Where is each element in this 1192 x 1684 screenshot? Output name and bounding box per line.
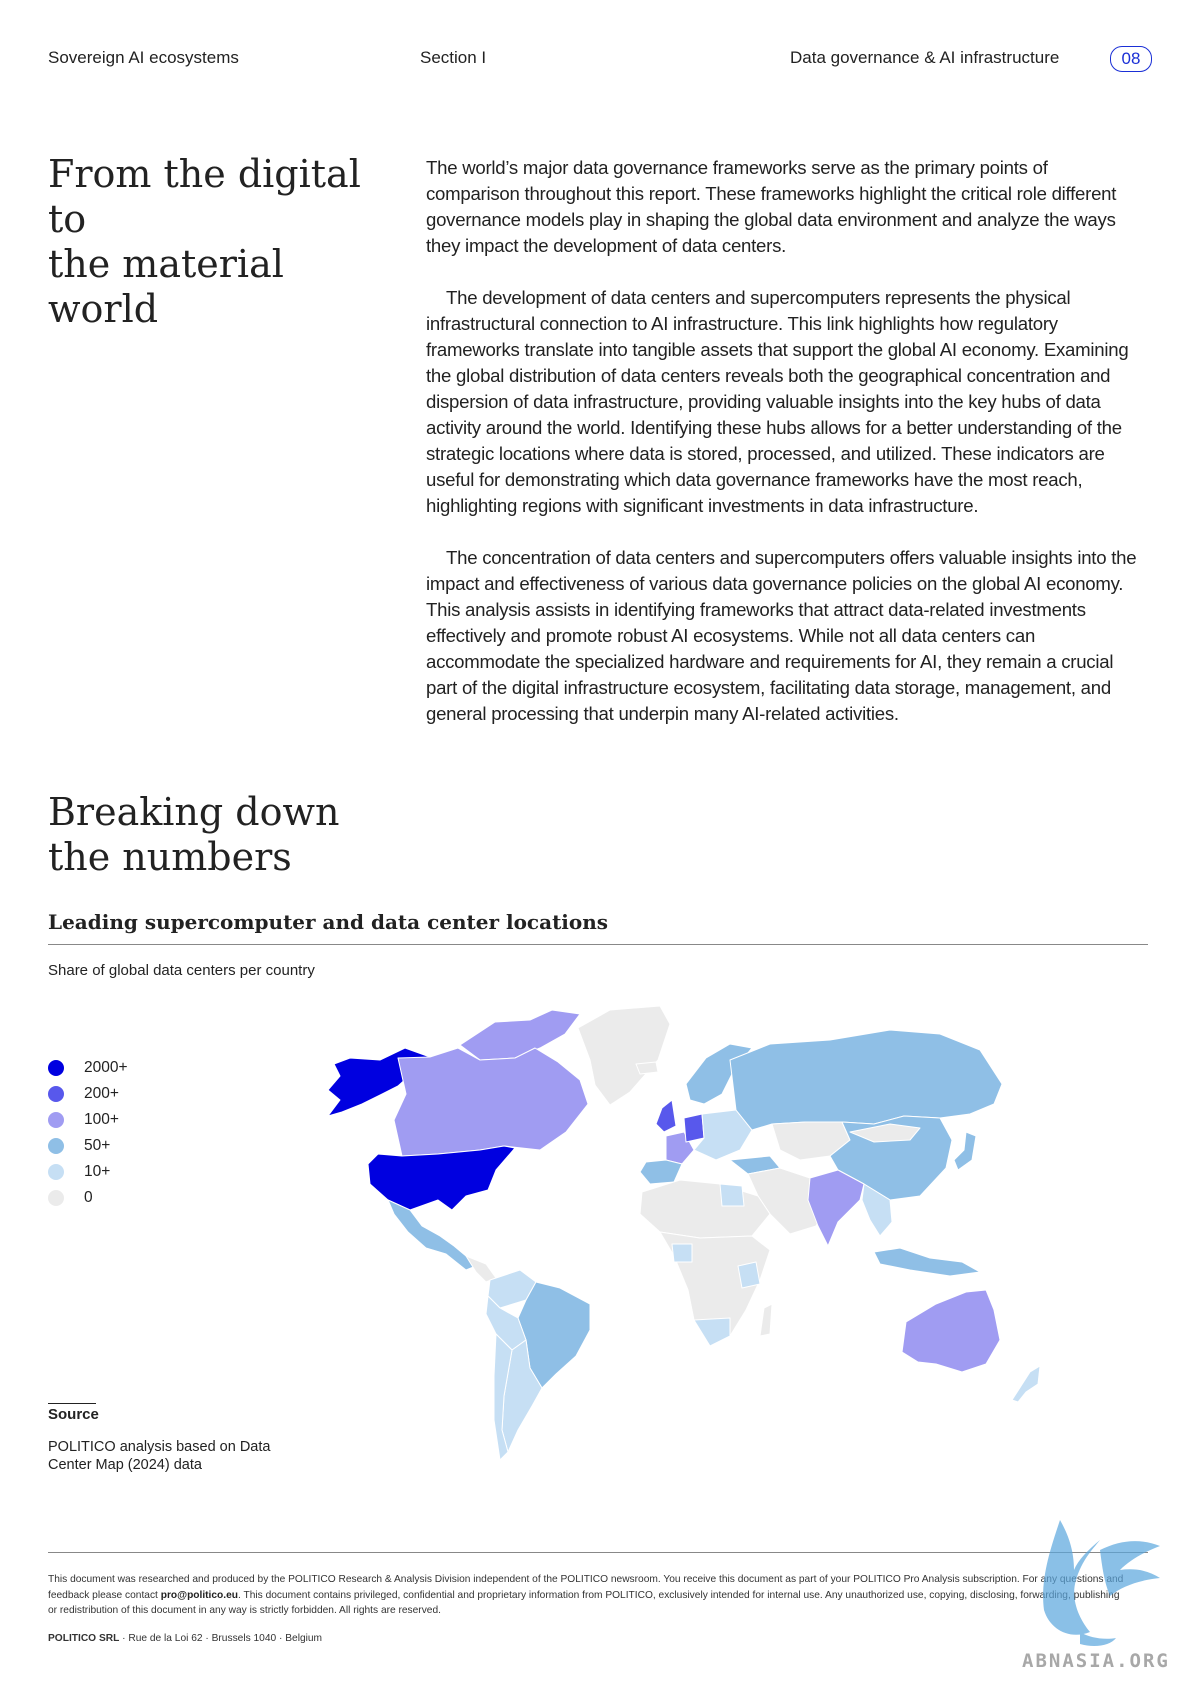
source-text: POLITICO analysis based on Data Center M… — [48, 1439, 271, 1473]
world-choropleth-map — [327, 1005, 1041, 1461]
legend-item: 200+ — [48, 1081, 128, 1107]
legend-item: 50+ — [48, 1133, 128, 1159]
legend-swatch — [48, 1138, 64, 1154]
legend-swatch — [48, 1190, 64, 1206]
section-title-line-1: Breaking down — [48, 790, 340, 834]
disclaimer-text-a: This document was researched and produce… — [48, 1574, 1124, 1601]
disclaimer-text-b: . This document contains privileged, con… — [48, 1589, 1120, 1617]
intro-body: The world’s major data governance framew… — [426, 155, 1146, 753]
country-usa — [367, 1145, 516, 1211]
legend-label: 2000+ — [84, 1059, 128, 1076]
body-paragraph: The concentration of data centers and su… — [426, 547, 1137, 724]
country-kenya — [737, 1261, 761, 1289]
country-south-africa — [693, 1317, 731, 1347]
legend-label: 200+ — [84, 1085, 119, 1102]
legend-label: 100+ — [84, 1111, 119, 1128]
chart-title: Leading supercomputer and data center lo… — [48, 910, 609, 934]
watermark-logo — [1043, 1520, 1160, 1646]
country-canada — [393, 1047, 589, 1157]
map-legend: 2000+ 200+ 100+ 50+ 10+ 0 — [48, 1055, 128, 1211]
company-name: POLITICO SRL — [48, 1633, 120, 1644]
country-chile — [493, 1333, 513, 1461]
contact-email[interactable]: pro@politico.eu — [160, 1589, 239, 1601]
country-germany — [683, 1113, 705, 1143]
legend-swatch — [48, 1112, 64, 1128]
section-title-line-2: the material world — [48, 242, 284, 331]
footer-address: POLITICO SRL · Rue de la Loi 62 · Brusse… — [48, 1633, 322, 1644]
country-spain — [639, 1159, 683, 1185]
section-title: Breaking down the numbers — [48, 790, 378, 880]
country-madagascar — [759, 1303, 773, 1337]
watermark-text: ABNASIA.ORG — [1022, 1650, 1170, 1672]
body-paragraph: The development of data centers and supe… — [426, 287, 1129, 516]
country-mongolia — [849, 1123, 921, 1143]
country-russia — [729, 1029, 1003, 1131]
country-north-africa — [639, 1179, 771, 1239]
country-canada-islands — [459, 1009, 581, 1061]
country-mexico — [387, 1199, 477, 1271]
legend-swatch — [48, 1060, 64, 1076]
legend-label: 10+ — [84, 1163, 111, 1180]
country-new-zealand — [1011, 1365, 1041, 1403]
country-australia — [901, 1289, 1001, 1373]
legend-item: 2000+ — [48, 1055, 128, 1081]
country-indonesia — [873, 1247, 981, 1277]
country-japan — [953, 1131, 977, 1171]
section-title-line-2: the numbers — [48, 835, 292, 879]
legend-swatch — [48, 1086, 64, 1102]
section-title: From the digital to the material world — [48, 152, 378, 332]
legend-label: 0 — [84, 1189, 93, 1206]
header-publication-title: Sovereign AI ecosystems — [48, 48, 239, 67]
page-number-badge: 08 — [1110, 46, 1152, 72]
country-china — [829, 1115, 953, 1201]
country-greenland — [577, 1005, 671, 1106]
country-egypt — [719, 1183, 745, 1207]
source-heading: Source — [48, 1406, 99, 1423]
body-paragraph: The world’s major data governance framew… — [426, 157, 1117, 256]
legend-item: 0 — [48, 1185, 128, 1211]
legend-item: 100+ — [48, 1107, 128, 1133]
country-central-america — [465, 1255, 497, 1283]
country-nigeria — [671, 1243, 693, 1263]
source-divider — [48, 1403, 96, 1404]
section-title-line-1: From the digital to — [48, 152, 361, 241]
header-section-label: Section I — [420, 48, 487, 67]
legend-item: 10+ — [48, 1159, 128, 1185]
header-chapter-title: Data governance & AI infrastructure — [790, 48, 1060, 67]
country-india — [807, 1169, 865, 1247]
chart-subtitle: Share of global data centers per country — [48, 962, 315, 979]
country-uk — [655, 1099, 677, 1133]
footer-divider — [48, 1552, 1148, 1553]
legend-label: 50+ — [84, 1137, 111, 1154]
country-southeast-asia — [861, 1183, 893, 1237]
chart-title-divider — [48, 944, 1148, 945]
footer-disclaimer: This document was researched and produce… — [48, 1572, 1128, 1619]
country-iceland — [635, 1061, 659, 1075]
legend-swatch — [48, 1164, 64, 1180]
company-address: · Rue de la Loi 62 · Brussels 1040 · Bel… — [119, 1633, 323, 1644]
